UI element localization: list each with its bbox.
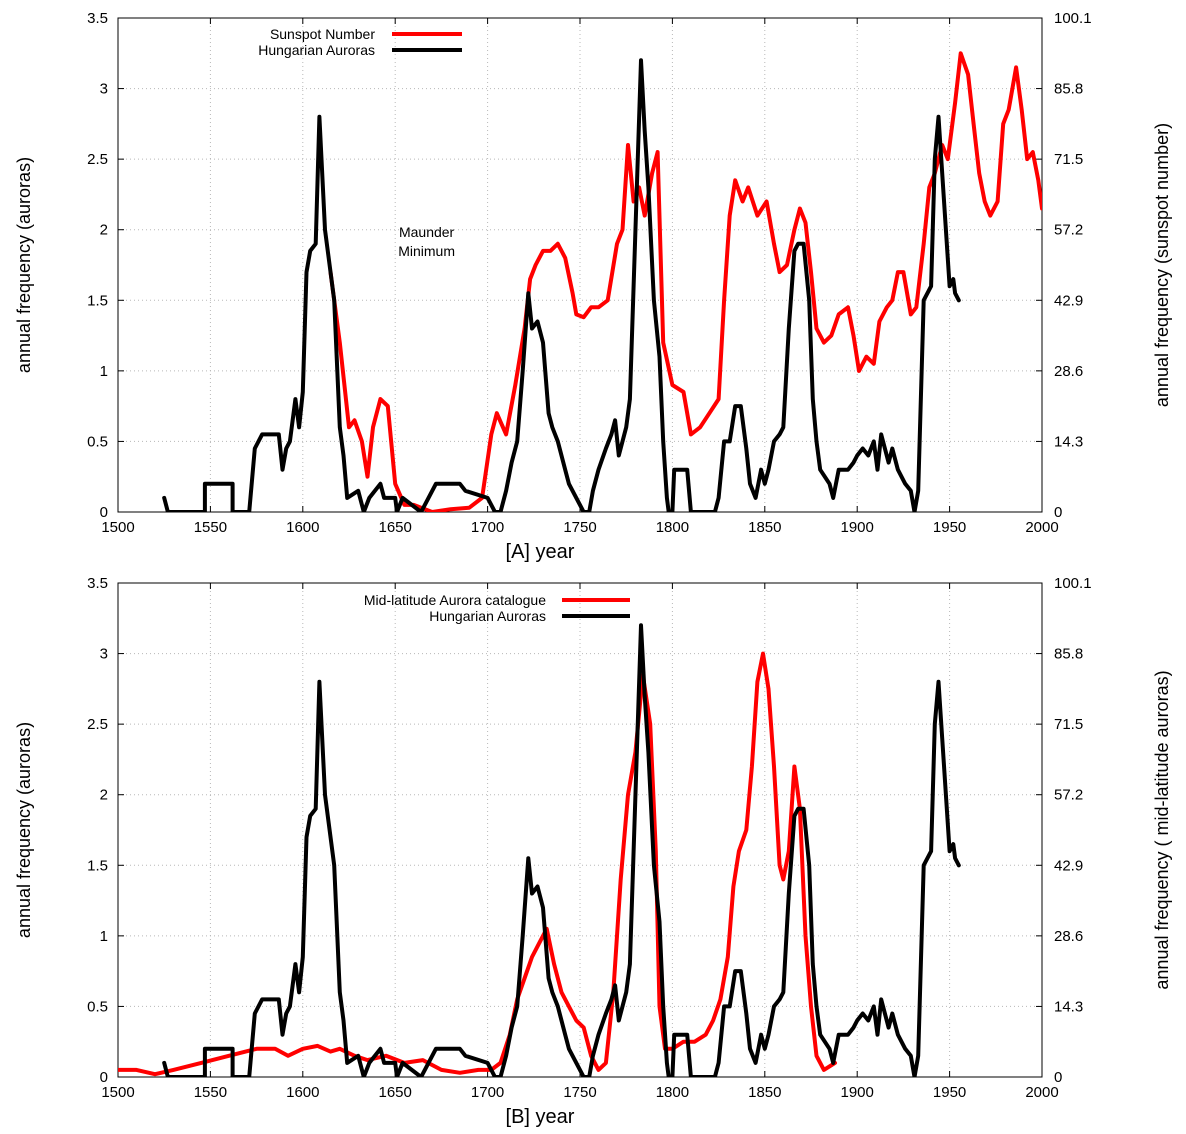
x-tick-label: 2000 — [1025, 1084, 1058, 1101]
y-tick-label-right: 85.8 — [1054, 81, 1083, 98]
legend-entry-label: Mid-latitude Aurora catalogue — [364, 592, 546, 608]
y-axis-label-left: annual frequency (auroras) — [14, 722, 34, 938]
x-tick-label: 1500 — [101, 1084, 134, 1101]
x-tick-label: 1700 — [471, 519, 504, 536]
x-tick-label: 1750 — [563, 519, 596, 536]
x-tick-label: 1950 — [933, 519, 966, 536]
y-tick-label-left: 3 — [100, 81, 108, 98]
chart-panel-b: 1500 1550 1600 1650 1700 1750 1800 1850 1900 1950… — [14, 575, 1172, 1128]
y-tick-label-right: 14.3 — [1054, 998, 1083, 1015]
x-tick-label: 1500 — [101, 519, 134, 536]
y-tick-label-right: 57.2 — [1054, 787, 1083, 804]
x-tick-label: 1600 — [286, 519, 319, 536]
y-tick-label-right: 100.1 — [1054, 10, 1092, 27]
x-tick-label: 1700 — [471, 1084, 504, 1101]
x-tick-label: 1650 — [379, 1084, 412, 1101]
y-tick-label-right: 42.9 — [1054, 857, 1083, 874]
y-tick-label-left: 3.5 — [87, 575, 108, 592]
annotation-text: Minimum — [398, 243, 455, 259]
plot-frame — [117, 17, 1043, 513]
y-tick-label-right: 71.5 — [1054, 151, 1083, 168]
y-tick-label-right: 14.3 — [1054, 433, 1083, 450]
legend-entry-label: Sunspot Number — [270, 26, 375, 42]
y-tick-label-left: 0.5 — [87, 433, 108, 450]
x-tick-label: 1650 — [379, 519, 412, 536]
y-tick-label-right: 28.6 — [1054, 363, 1083, 380]
y-tick-label-right: 42.9 — [1054, 292, 1083, 309]
y-tick-label-left: 2 — [100, 787, 108, 804]
y-tick-label-left: 2.5 — [87, 716, 108, 733]
y-tick-label-left: 1 — [100, 928, 108, 945]
x-tick-label: 1950 — [933, 1084, 966, 1101]
y-tick-label-right: 0 — [1054, 1069, 1062, 1086]
y-axis-label-right: annual frequency ( mid-latitude auroras) — [1152, 670, 1172, 989]
x-tick-label: 1750 — [563, 1084, 596, 1101]
x-tick-label: 1800 — [656, 1084, 689, 1101]
series-line-mid-latitude-aurora-catalogue — [118, 651, 837, 1077]
y-tick-label-right: 0 — [1054, 504, 1062, 521]
x-tick-label: 1850 — [748, 519, 781, 536]
y-axis-label-right: annual frequency (sunspot number) — [1152, 123, 1172, 407]
x-tick-label: 1850 — [748, 1084, 781, 1101]
series-line-hungarian-auroras — [162, 58, 961, 512]
y-tick-label-left: 1.5 — [87, 857, 108, 874]
x-axis-label: [A] year — [506, 541, 575, 563]
y-tick-label-left: 2.5 — [87, 151, 108, 168]
series-line-sunspot-number — [328, 51, 1042, 512]
chart-panel-a: 1500 1550 1600 1650 1700 1750 1800 1850 1900 1950… — [14, 10, 1172, 563]
y-tick-label-left: 1 — [100, 363, 108, 380]
y-tick-label-right: 100.1 — [1054, 575, 1092, 592]
legend-entry-label: Hungarian Auroras — [429, 608, 546, 624]
y-tick-label-left: 3.5 — [87, 10, 108, 27]
x-axis-label: [B] year — [506, 1106, 575, 1128]
y-tick-label-right: 28.6 — [1054, 928, 1083, 945]
series-line-hungarian-auroras — [162, 623, 961, 1077]
y-tick-label-left: 0.5 — [87, 998, 108, 1015]
annotation-text: Maunder — [399, 224, 455, 240]
y-tick-label-left: 0 — [100, 1069, 108, 1086]
x-tick-label: 1900 — [841, 519, 874, 536]
x-tick-label: 1600 — [286, 1084, 319, 1101]
y-tick-label-left: 1.5 — [87, 292, 108, 309]
plot-frame — [117, 582, 1043, 1078]
y-tick-label-right: 71.5 — [1054, 716, 1083, 733]
y-tick-label-left: 0 — [100, 504, 108, 521]
y-axis-label-left: annual frequency (auroras) — [14, 157, 34, 373]
x-tick-label: 1900 — [841, 1084, 874, 1101]
y-tick-label-right: 85.8 — [1054, 646, 1083, 663]
legend-entry-label: Hungarian Auroras — [258, 42, 375, 58]
y-tick-label-left: 3 — [100, 646, 108, 663]
x-tick-label: 1550 — [194, 1084, 227, 1101]
x-tick-label: 2000 — [1025, 519, 1058, 536]
y-tick-label-right: 57.2 — [1054, 222, 1083, 239]
x-tick-label: 1550 — [194, 519, 227, 536]
x-tick-label: 1800 — [656, 519, 689, 536]
y-tick-label-left: 2 — [100, 222, 108, 239]
